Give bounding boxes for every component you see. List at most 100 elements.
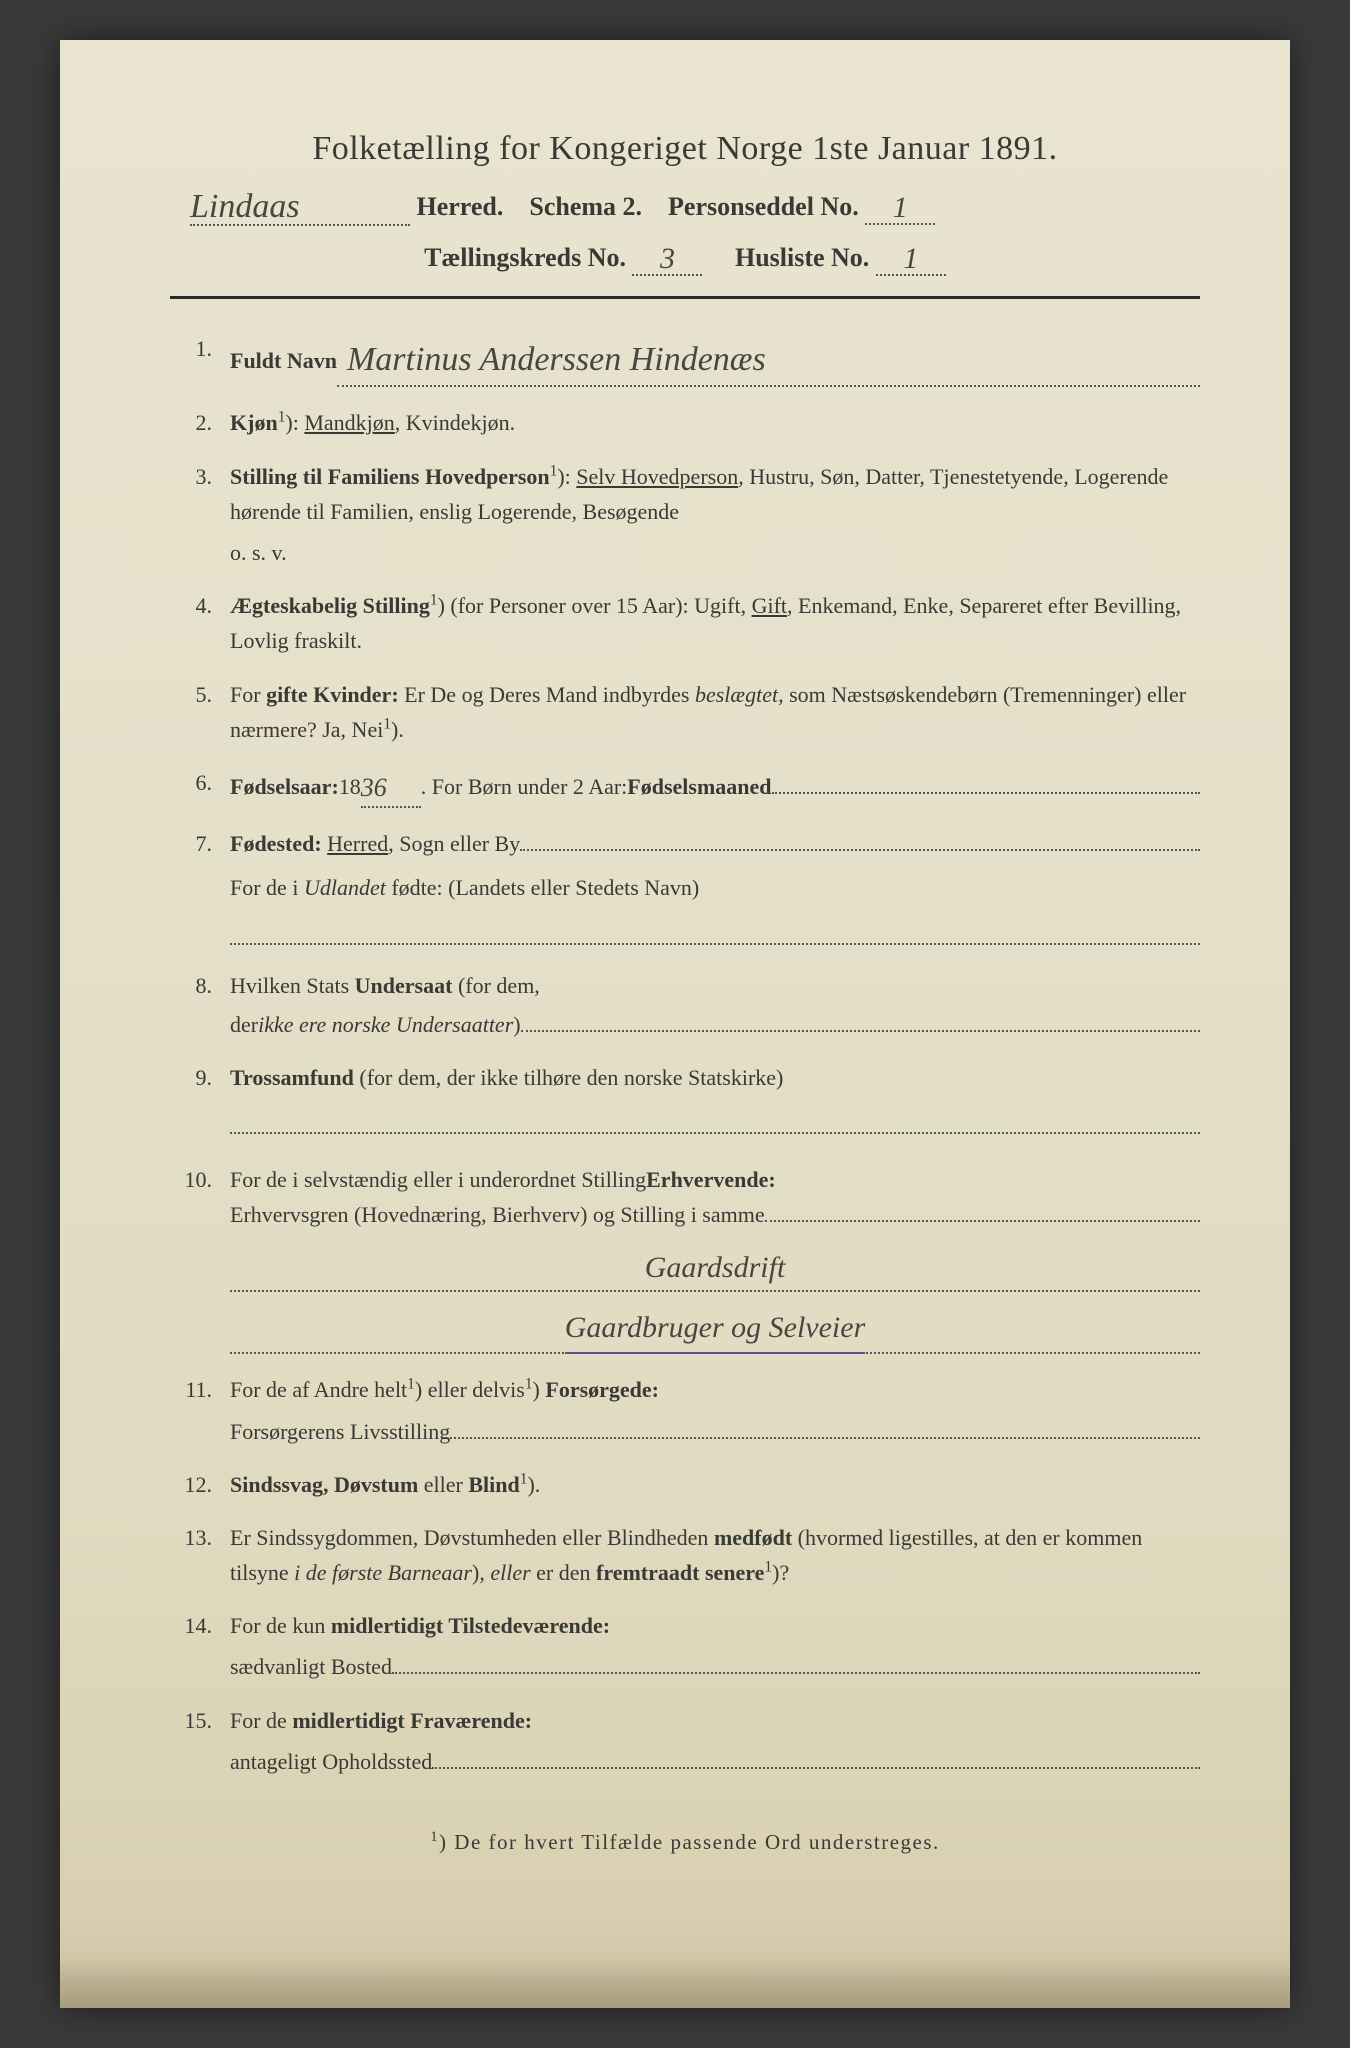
row-3: 3. Stilling til Familiens Hovedperson1):… xyxy=(170,459,1200,571)
row-content: Stilling til Familiens Hovedperson1): Se… xyxy=(230,459,1200,571)
row-content: For gifte Kvinder: Er De og Deres Mand i… xyxy=(230,677,1200,747)
herred-field: Lindaas xyxy=(190,186,410,226)
schema-label: Schema 2. xyxy=(529,192,642,221)
stilling-selected: Selv Hovedperson xyxy=(576,464,738,489)
census-form-paper: Folketælling for Kongeriget Norge 1ste J… xyxy=(60,40,1290,2008)
form-header: Folketælling for Kongeriget Norge 1ste J… xyxy=(170,130,1200,276)
erh-value-1: Gaardsdrift xyxy=(645,1251,786,1284)
txt-italic: beslægtet, xyxy=(695,682,784,707)
fodested-label: Fødested: xyxy=(230,826,322,861)
txt: fødte: (Landets eller Stedets Navn) xyxy=(386,875,699,900)
maaned-field xyxy=(772,792,1200,794)
kjon-label: Kjøn xyxy=(230,410,278,435)
personseddel-field: 1 xyxy=(865,189,935,225)
kjon-other: , Kvindekjøn. xyxy=(395,410,515,435)
kjon-selected: Mandkjøn xyxy=(304,410,394,435)
header-line-3: Tællingskreds No. 3 Husliste No. 1 xyxy=(170,240,1200,276)
taellingskreds-label: Tællingskreds No. xyxy=(424,243,626,272)
row-14: 14. For de kun midlertidigt Tilstedevære… xyxy=(170,1608,1200,1684)
txt: )? xyxy=(772,1560,789,1585)
row-num: 8. xyxy=(170,968,230,1003)
form-body: 1. Fuldt Navn Martinus Anderssen Hindenæ… xyxy=(170,331,1200,1779)
sup: 1 xyxy=(383,715,391,732)
forsorgede-label: Forsørgede: xyxy=(545,1377,659,1402)
row-4: 4. Ægteskabelig Stilling1) (for Personer… xyxy=(170,588,1200,658)
txt: ) xyxy=(513,1007,520,1042)
row-5: 5. For gifte Kvinder: Er De og Deres Man… xyxy=(170,677,1200,747)
row-12: 12. Sindssvag, Døvstum eller Blind1). xyxy=(170,1467,1200,1502)
personseddel-value: 1 xyxy=(893,191,908,224)
txt: For de i selvstændig eller i underordnet… xyxy=(230,1162,646,1197)
udlandet-field xyxy=(230,917,1200,946)
erh-value-2: Gaardbruger og Selveier xyxy=(565,1304,866,1354)
herred-label: Herred. xyxy=(417,192,504,221)
txt: For de af Andre helt xyxy=(230,1377,407,1402)
row-num: 2. xyxy=(170,405,230,440)
stilling-label: Stilling til Familiens Hovedperson xyxy=(230,464,550,489)
sup: 1 xyxy=(407,1376,415,1393)
row-num: 12. xyxy=(170,1467,230,1502)
row-num: 14. xyxy=(170,1608,230,1643)
txt-italic: eller xyxy=(490,1560,530,1585)
footnote-sup: 1 xyxy=(430,1829,439,1845)
txt: (for dem, xyxy=(452,973,539,998)
row-content: For de midlertidigt Fraværende: antageli… xyxy=(230,1703,1200,1779)
txt: er den xyxy=(531,1560,596,1585)
line: For de i selvstændig eller i underordnet… xyxy=(230,1162,1200,1232)
fodested-selected: Herred xyxy=(327,826,388,861)
row-content: Sindssvag, Døvstum eller Blind1). xyxy=(230,1467,1200,1502)
row-content: Kjøn1): Mandkjøn, Kvindekjøn. xyxy=(230,405,1200,440)
row-content: Hvilken Stats Undersaat (for dem, der ik… xyxy=(230,968,1200,1042)
personseddel-label: Personseddel No. xyxy=(668,192,859,221)
herred-value: Lindaas xyxy=(190,188,300,225)
footnote-text: ) De for hvert Tilfælde passende Ord und… xyxy=(439,1830,940,1854)
trossamfund-label: Trossamfund xyxy=(230,1065,354,1090)
row-content: Er Sindssygdommen, Døvstumheden eller Bl… xyxy=(230,1520,1200,1590)
txt: ). xyxy=(527,1472,540,1497)
row-content: For de af Andre helt1) eller delvis1) Fo… xyxy=(230,1372,1200,1448)
txt-italic: ikke ere norske Undersaatter xyxy=(258,1007,513,1042)
husliste-field: 1 xyxy=(876,240,946,276)
sub-line: antageligt Opholdssted xyxy=(230,1744,1200,1779)
fodselsmaaned-label: Fødselsmaaned xyxy=(627,769,771,804)
sub-line: sædvanligt Bosted xyxy=(230,1649,1200,1684)
txt: ). xyxy=(391,717,404,742)
txt: For de i xyxy=(230,875,304,900)
row-num: 4. xyxy=(170,588,230,623)
txt: . For Børn under 2 Aar: xyxy=(421,769,628,804)
erhvervende-label: Erhvervende: xyxy=(646,1162,776,1197)
row-num: 1. xyxy=(170,331,230,366)
aegteskab-selected: Gift xyxy=(752,593,787,618)
sub-line: For de i Udlandet fødte: (Landets eller … xyxy=(230,870,1200,905)
undersaat-label: Undersaat xyxy=(355,973,453,998)
medfodt-label: medfødt xyxy=(714,1525,792,1550)
row-num: 5. xyxy=(170,677,230,712)
txt: ) xyxy=(533,1377,546,1402)
row-content: Ægteskabelig Stilling1) (for Personer ov… xyxy=(230,588,1200,658)
header-rule xyxy=(170,296,1200,299)
erh-field-1: Gaardsdrift xyxy=(230,1242,1200,1292)
fodested-field xyxy=(520,849,1200,851)
fuldt-navn-value: Martinus Anderssen Hindenæs xyxy=(347,341,766,378)
row-6: 6. Fødselsaar: 1836. For Børn under 2 Aa… xyxy=(170,765,1200,809)
txt: eller xyxy=(418,1472,468,1497)
txt: ): xyxy=(557,464,576,489)
year-field: 36 xyxy=(361,765,421,809)
txt: ), xyxy=(472,1560,490,1585)
sup: 1 xyxy=(764,1559,772,1576)
year-prefix: 18 xyxy=(339,769,361,804)
erh-field-0 xyxy=(765,1220,1200,1222)
opholdssted-field xyxy=(432,1767,1200,1769)
trossamfund-field xyxy=(230,1105,1200,1134)
txt: , Sogn eller By xyxy=(388,826,520,861)
fuldt-navn-field: Martinus Anderssen Hindenæs xyxy=(337,331,1200,387)
aegteskab-label: Ægteskabelig Stilling xyxy=(230,593,430,618)
blind-label: Blind xyxy=(468,1472,519,1497)
line: Fødested: Herred, Sogn eller By xyxy=(230,826,1200,861)
txt: ): xyxy=(285,410,304,435)
txt: For xyxy=(230,682,266,707)
txt: For de kun xyxy=(230,1613,331,1638)
txt: Forsørgerens Livsstilling xyxy=(230,1414,450,1449)
row-2: 2. Kjøn1): Mandkjøn, Kvindekjøn. xyxy=(170,405,1200,440)
sindssvag-label: Sindssvag, Døvstum xyxy=(230,1472,418,1497)
